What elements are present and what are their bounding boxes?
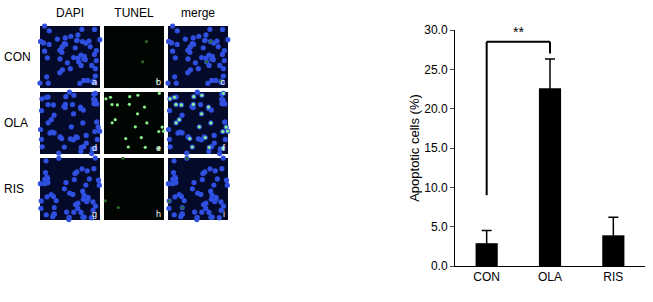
svg-text:f: f (222, 143, 225, 153)
svg-text:c: c (221, 77, 226, 87)
svg-text:OLA: OLA (538, 270, 562, 284)
svg-text:b: b (156, 77, 161, 87)
svg-text:RIS: RIS (4, 182, 24, 196)
svg-text:25.0: 25.0 (424, 63, 448, 77)
svg-text:DAPI: DAPI (56, 6, 84, 20)
svg-text:CON: CON (473, 270, 500, 284)
svg-text:**: ** (513, 24, 524, 40)
svg-text:5.0: 5.0 (431, 220, 448, 234)
svg-text:g: g (92, 209, 97, 219)
svg-text:CON: CON (4, 50, 31, 64)
svg-text:merge: merge (181, 6, 215, 20)
svg-text:10.0: 10.0 (424, 181, 448, 195)
svg-text:e: e (156, 143, 161, 153)
svg-text:a: a (92, 77, 97, 87)
svg-text:d: d (92, 143, 97, 153)
svg-text:h: h (156, 209, 161, 219)
svg-text:0.0: 0.0 (431, 259, 448, 273)
svg-text:30.0: 30.0 (424, 23, 448, 37)
svg-text:15.0: 15.0 (424, 141, 448, 155)
svg-text:TUNEL: TUNEL (114, 6, 154, 20)
svg-text:20.0: 20.0 (424, 102, 448, 116)
svg-text:RIS: RIS (603, 270, 623, 284)
svg-text:Apoptotic cells (%): Apoptotic cells (%) (407, 94, 422, 202)
svg-text:i: i (223, 209, 225, 219)
svg-text:OLA: OLA (4, 116, 28, 130)
